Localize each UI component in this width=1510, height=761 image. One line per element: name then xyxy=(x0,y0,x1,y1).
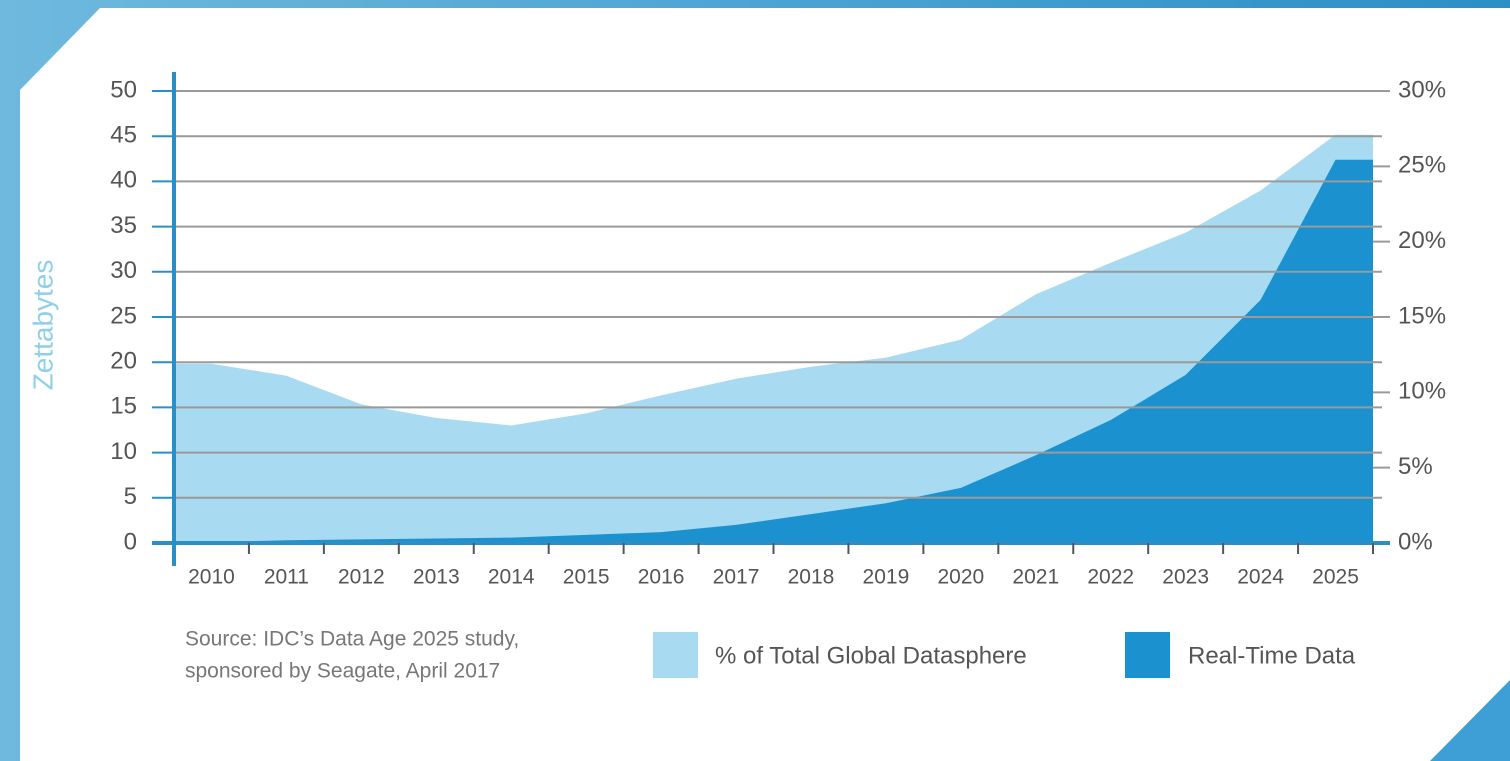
source-note: Source: IDC’s Data Age 2025 study, xyxy=(185,628,519,651)
x-tick-label: 2022 xyxy=(1087,566,1134,589)
legend-label: % of Total Global Datasphere xyxy=(715,642,1027,669)
y2-tick-label: 25% xyxy=(1398,152,1446,179)
y2-tick-label: 20% xyxy=(1398,227,1446,254)
y-tick-label: 5 xyxy=(124,483,137,510)
x-tick-label: 2024 xyxy=(1237,566,1284,589)
x-tick-label: 2019 xyxy=(863,566,910,589)
x-tick-label: 2017 xyxy=(713,566,760,589)
legend-label: Real-Time Data xyxy=(1188,642,1356,669)
y2-tick-label: 15% xyxy=(1398,302,1446,329)
y2-tick-label: 5% xyxy=(1398,453,1433,480)
x-tick-label: 2012 xyxy=(338,566,385,589)
x-tick-label: 2023 xyxy=(1162,566,1209,589)
y-tick-label: 35 xyxy=(110,212,137,239)
x-tick-label: 2014 xyxy=(488,566,535,589)
y-tick-label: 10 xyxy=(110,438,137,465)
source-note: sponsored by Seagate, April 2017 xyxy=(185,660,500,683)
y2-tick-label: 30% xyxy=(1398,76,1446,103)
y-tick-label: 45 xyxy=(110,122,137,149)
x-tick-label: 2010 xyxy=(188,566,235,589)
y-tick-label: 40 xyxy=(110,167,137,194)
y-tick-label: 25 xyxy=(110,302,137,329)
x-tick-label: 2011 xyxy=(264,566,309,589)
area xyxy=(174,159,1373,544)
y-tick-label: 20 xyxy=(110,348,137,375)
frame-corner xyxy=(1430,680,1510,761)
x-tick-label: 2018 xyxy=(788,566,835,589)
x-tick-label: 2013 xyxy=(413,566,460,589)
y-tick-label: 0 xyxy=(124,528,137,555)
y2-tick-label: 0% xyxy=(1398,528,1433,555)
y-axis-label: Zettabytes xyxy=(27,260,58,391)
x-tick-label: 2025 xyxy=(1312,566,1359,589)
y-tick-label: 15 xyxy=(110,393,137,420)
x-tick-label: 2015 xyxy=(563,566,610,589)
x-tick-label: 2016 xyxy=(638,566,685,589)
y2-tick-label: 10% xyxy=(1398,378,1446,405)
x-tick-label: 2021 xyxy=(1012,566,1059,589)
y-tick-label: 30 xyxy=(110,257,137,284)
x-tick-label: 2020 xyxy=(937,566,984,589)
legend-swatch xyxy=(1125,632,1170,678)
y-tick-label: 50 xyxy=(110,76,137,103)
legend-swatch xyxy=(653,632,698,678)
